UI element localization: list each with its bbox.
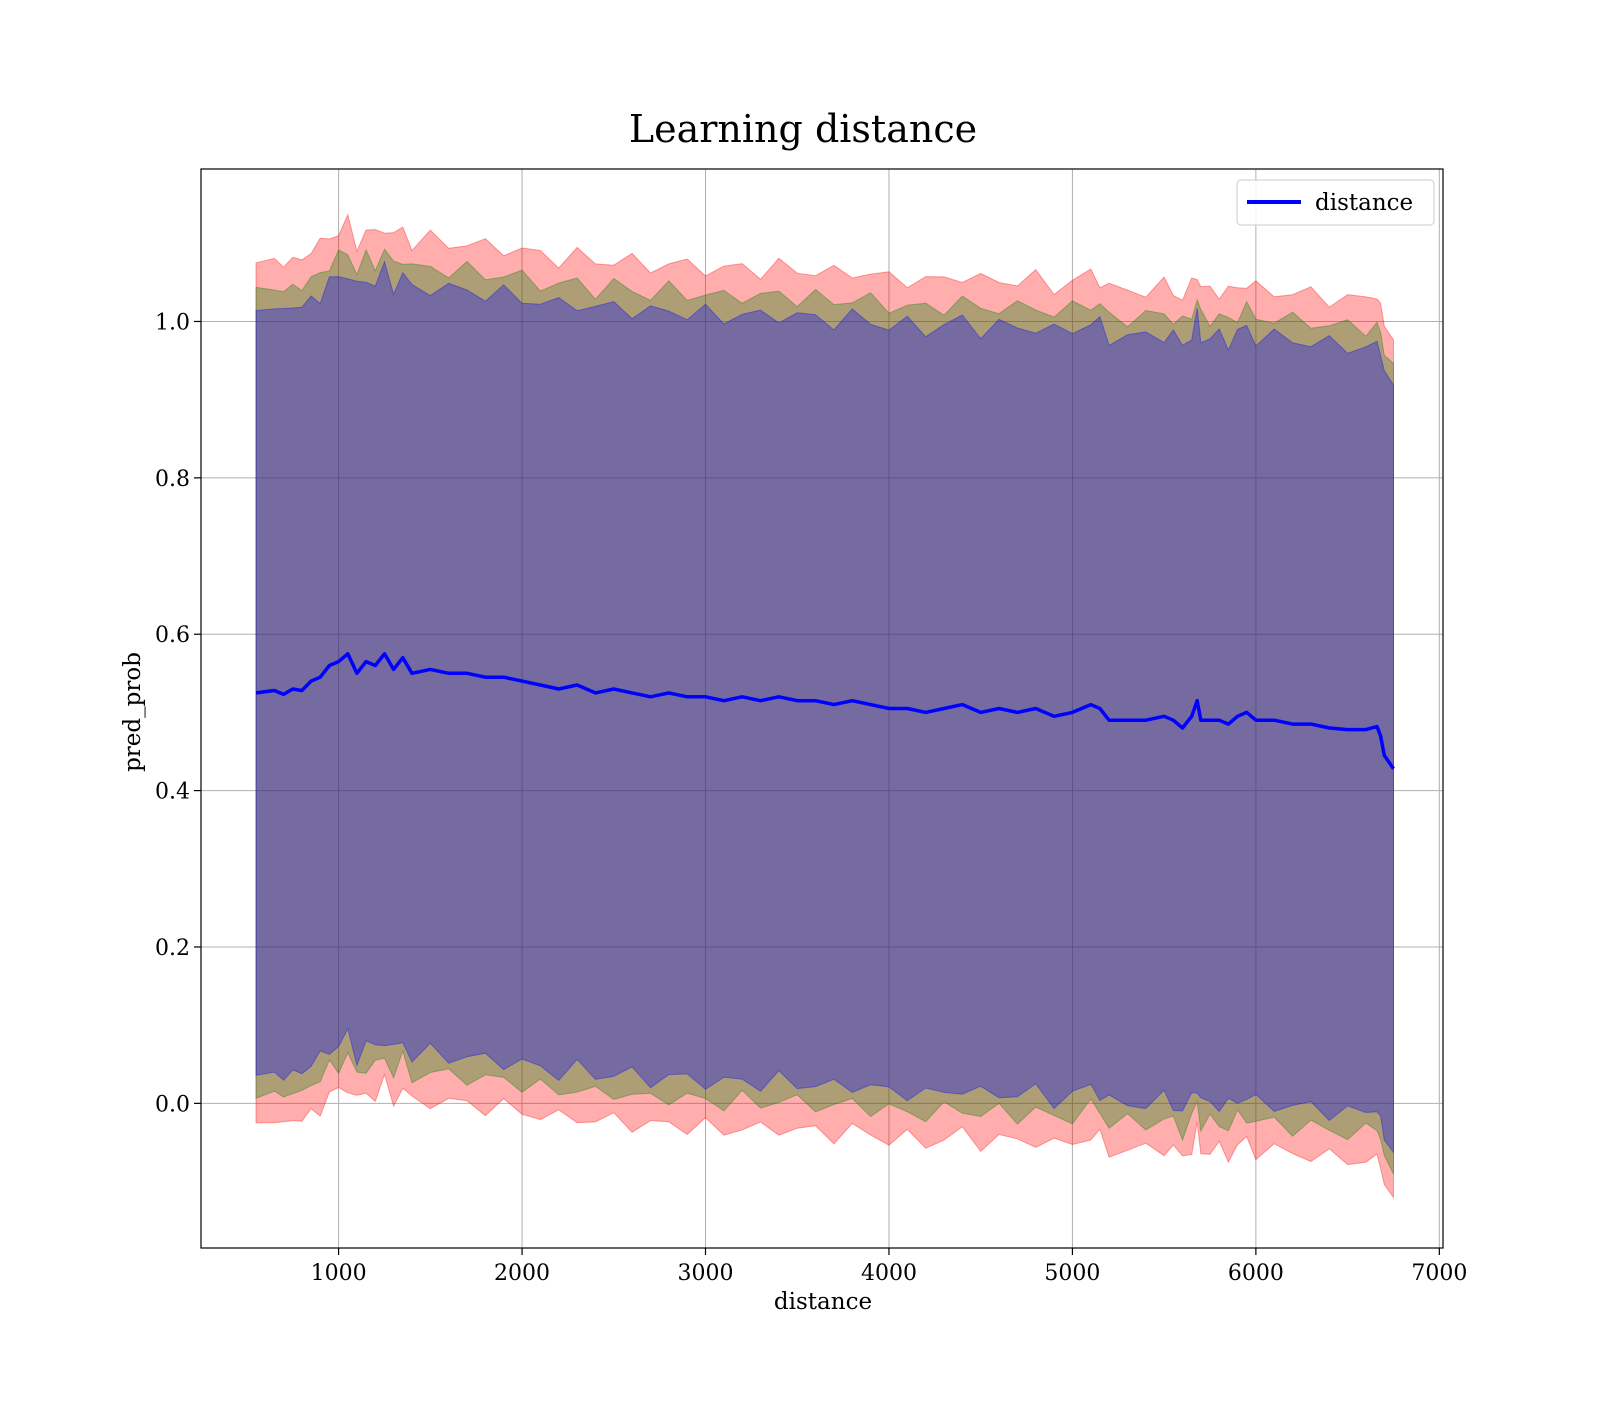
x-axis-label: distance <box>774 1289 872 1315</box>
x-tick-label: 4000 <box>861 1261 917 1286</box>
y-tick-label: 0.8 <box>155 467 190 492</box>
x-tick-label: 3000 <box>678 1261 734 1286</box>
legend-box <box>1236 179 1435 226</box>
x-tick-label: 5000 <box>1044 1261 1100 1286</box>
confidence-band-3 <box>255 260 1394 1155</box>
series-lines <box>255 652 1395 770</box>
y-tick-label: 1.0 <box>155 310 190 335</box>
legend: distance <box>1236 179 1435 226</box>
y-tick-label: 0.0 <box>155 1092 190 1117</box>
y-tick-label: 0.2 <box>155 936 190 961</box>
y-axis-label: pred_prob <box>120 652 146 772</box>
x-axis-ticks: 1000 2000 3000 4000 5000 6000 7000 <box>311 1248 1467 1286</box>
legend-label: distance <box>1315 190 1413 216</box>
confidence-band-2 <box>255 248 1394 1175</box>
y-tick-label: 0.6 <box>155 623 190 648</box>
chart-title: Learning distance <box>629 107 977 151</box>
x-tick-label: 2000 <box>494 1261 550 1286</box>
grid <box>201 169 1443 1248</box>
confidence-band-1 <box>255 213 1394 1199</box>
plot-frame <box>200 168 1444 1249</box>
series-line-distance <box>255 652 1395 770</box>
confidence-bands <box>255 213 1394 1199</box>
y-tick-label: 0.4 <box>155 780 190 805</box>
x-tick-label: 6000 <box>1228 1261 1284 1286</box>
x-tick-label: 1000 <box>311 1261 367 1286</box>
x-tick-label: 7000 <box>1411 1261 1467 1286</box>
y-axis-ticks: 0.0 0.2 0.4 0.6 0.8 1.0 <box>155 310 201 1117</box>
